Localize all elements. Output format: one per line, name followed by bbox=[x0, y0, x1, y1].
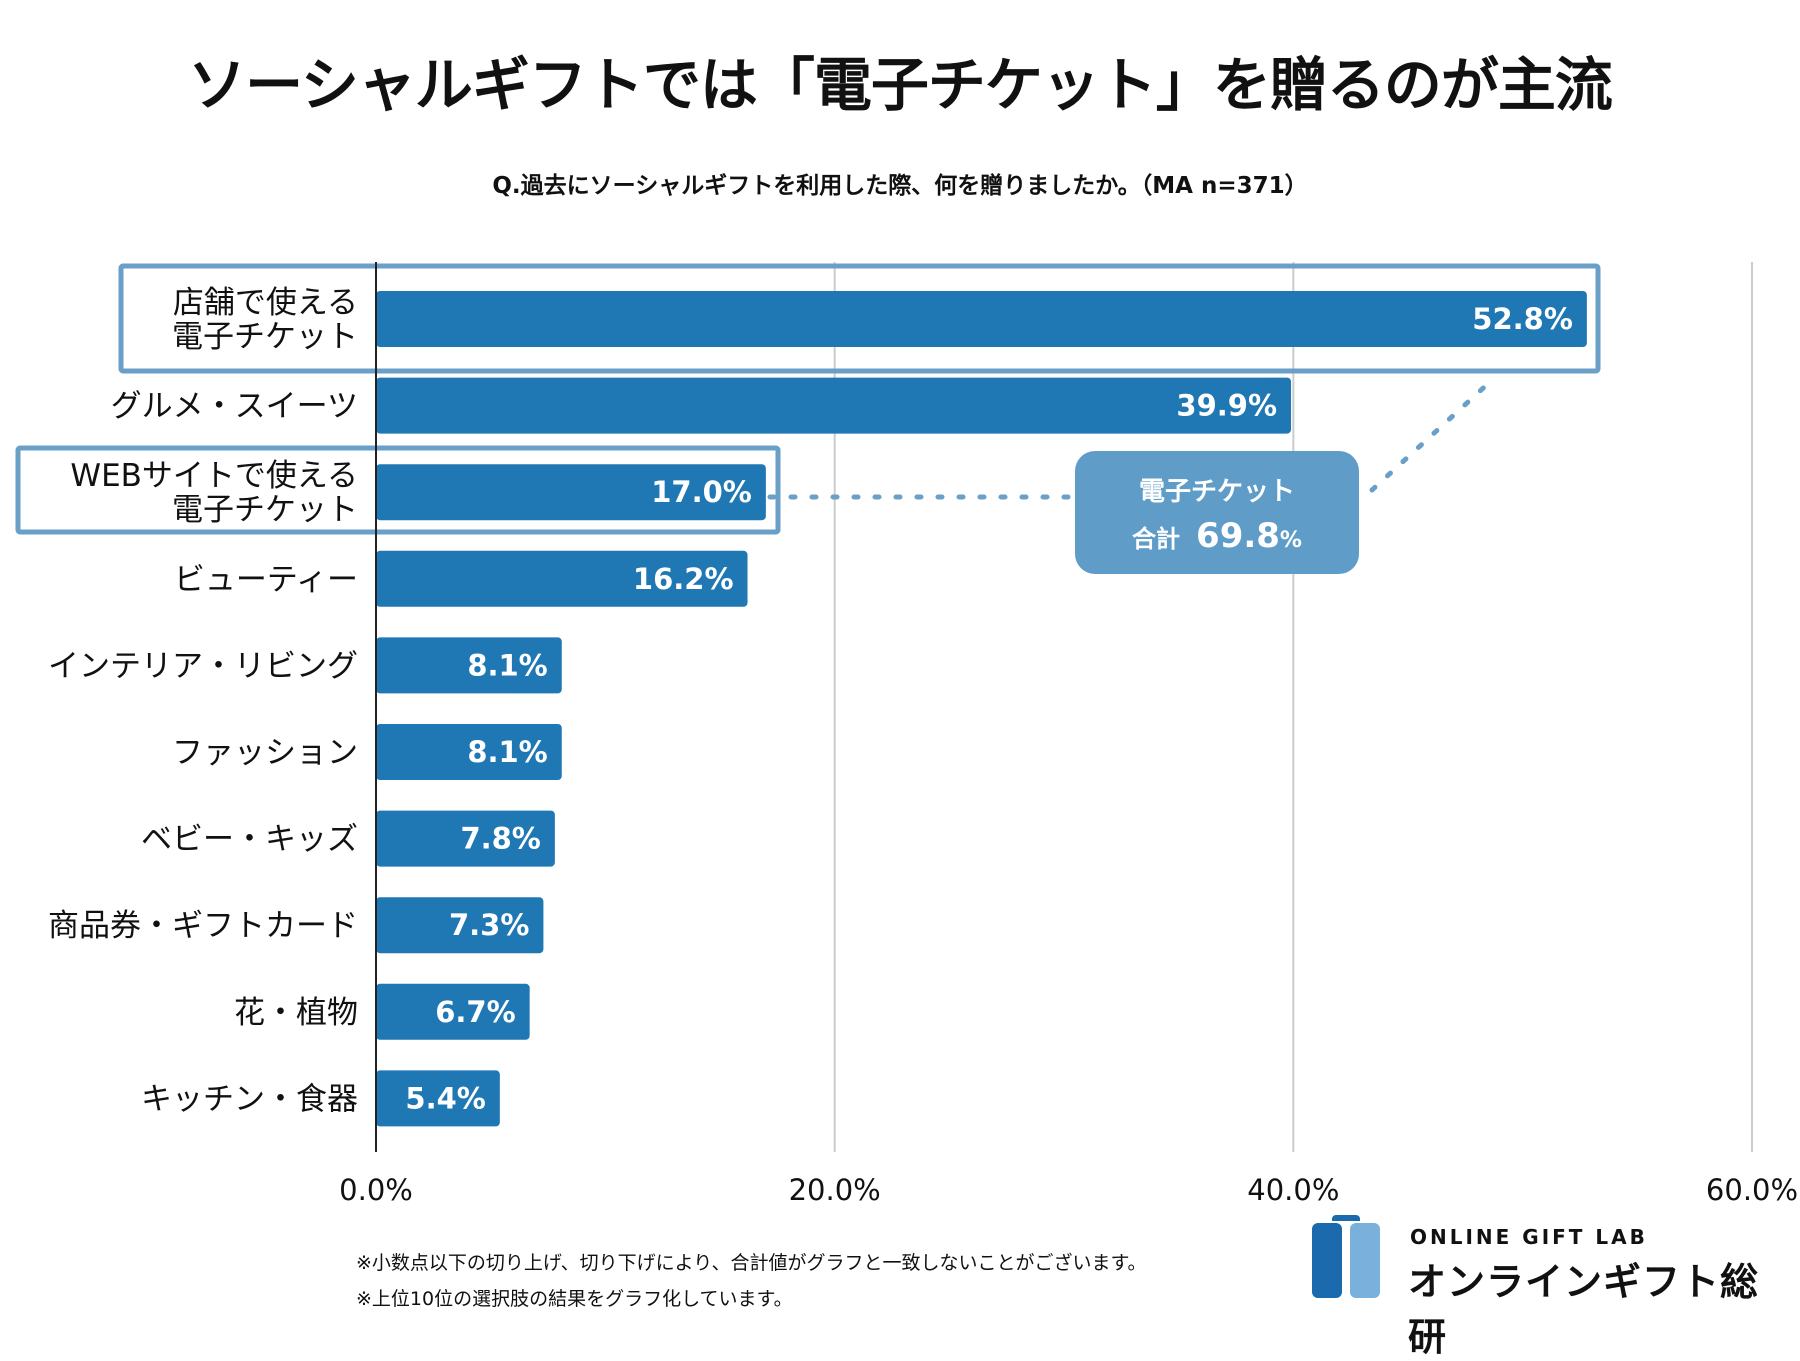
bar bbox=[376, 810, 555, 867]
logo-bag-icon bbox=[1350, 1223, 1380, 1298]
bars: 52.8% 39.9% 17.0% 16.2% 8.1% 8.1% 7.8% 7.3% 6.7%… bbox=[376, 291, 1587, 1127]
bar bbox=[376, 724, 562, 780]
x-tick-label: 0.0% bbox=[339, 1173, 413, 1207]
connector-line bbox=[1369, 377, 1495, 493]
bar bbox=[376, 637, 562, 694]
callout-total-label: 合計 bbox=[1132, 525, 1181, 553]
highlight-box bbox=[118, 263, 1601, 374]
total-callout: 電子チケット 合計 69.8% bbox=[1075, 451, 1359, 574]
x-tick-label: 20.0% bbox=[789, 1173, 881, 1207]
category-label: ファッション bbox=[172, 735, 358, 771]
data-label: 7.3% bbox=[449, 908, 529, 942]
logo-bag-icon bbox=[1312, 1223, 1342, 1298]
data-label: 52.8% bbox=[1472, 302, 1573, 336]
chart-title: ソーシャルギフトでは「電子チケット」を贈るのが主流 bbox=[188, 51, 1613, 119]
data-label: 8.1% bbox=[467, 735, 547, 769]
bar bbox=[376, 464, 766, 521]
category-label: WEBサイトで使える bbox=[70, 458, 358, 494]
callout-connectors bbox=[767, 377, 1495, 500]
bar bbox=[376, 1070, 500, 1127]
callout-total-value: 69.8 bbox=[1196, 516, 1280, 556]
data-label: 7.8% bbox=[460, 822, 540, 856]
highlight-box bbox=[15, 445, 781, 535]
data-label: 17.0% bbox=[651, 475, 752, 509]
highlight-boxes bbox=[15, 263, 1601, 535]
data-label: 16.2% bbox=[633, 562, 734, 596]
category-label: 花・植物 bbox=[234, 995, 358, 1031]
footnotes: ※小数点以下の切り上げ、切り下げにより、合計値がグラフと一致しないことがございま… bbox=[356, 1245, 1147, 1317]
x-tick-label: 40.0% bbox=[1247, 1173, 1339, 1207]
callout-title: 電子チケット bbox=[1138, 477, 1295, 507]
data-label: 6.7% bbox=[435, 995, 515, 1029]
footnote: ※上位10位の選択肢の結果をグラフ化しています。 bbox=[356, 1288, 793, 1310]
footnote: ※小数点以下の切り上げ、切り下げにより、合計値がグラフと一致しないことがございま… bbox=[356, 1252, 1147, 1274]
category-label: キッチン・食器 bbox=[141, 1081, 358, 1117]
data-label: 5.4% bbox=[405, 1081, 485, 1115]
x-tick-label: 60.0% bbox=[1706, 1173, 1798, 1207]
callout-total-unit: % bbox=[1279, 528, 1302, 553]
category-label: ベビー・キッズ bbox=[141, 822, 358, 858]
callout-total: 合計 69.8% bbox=[1075, 516, 1359, 556]
category-label: グルメ・スイーツ bbox=[111, 389, 358, 425]
category-label: 店舗で使える bbox=[173, 285, 358, 321]
category-label: 電子チケット bbox=[172, 492, 358, 528]
category-label: 商品券・ギフトカード bbox=[48, 908, 358, 944]
data-label: 39.9% bbox=[1176, 389, 1277, 423]
logo-text-jp: オンラインギフト総研 bbox=[1408, 1260, 1760, 1359]
category-label: ビューティー bbox=[174, 562, 358, 598]
chart-subtitle: Q.過去にソーシャルギフトを利用した際、何を贈りましたか。（MA n=371） bbox=[492, 173, 1308, 199]
bar bbox=[376, 550, 748, 607]
x-tick-labels: 0.0% 20.0% 40.0% 60.0% bbox=[339, 1173, 1798, 1207]
bar bbox=[376, 291, 1587, 347]
bar bbox=[376, 377, 1292, 434]
data-label: 8.1% bbox=[467, 648, 547, 682]
bar bbox=[376, 983, 530, 1040]
category-label: インテリア・リビング bbox=[48, 648, 358, 684]
logo-text-en: ONLINE GIFT LAB bbox=[1410, 1225, 1648, 1249]
logo-bag-handle-icon bbox=[1332, 1215, 1360, 1221]
category-labels: 店舗で使える電子チケットグルメ・スイーツWEBサイトで使える電子チケットビューテ… bbox=[48, 285, 358, 1117]
category-label: 電子チケット bbox=[172, 319, 358, 355]
logo: ONLINE GIFT LAB オンラインギフト総研 bbox=[1312, 1213, 1782, 1359]
bar bbox=[376, 897, 544, 954]
